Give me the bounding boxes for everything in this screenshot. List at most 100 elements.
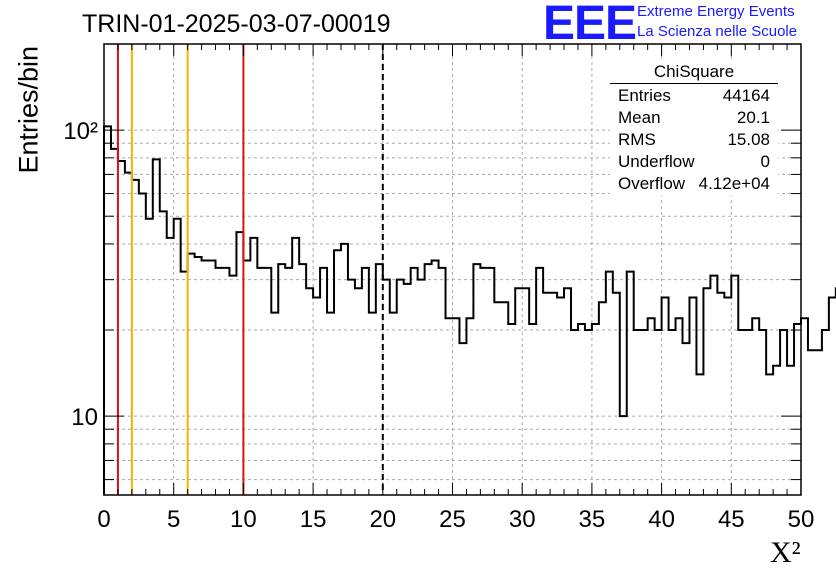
histogram-bin [676, 318, 683, 495]
histogram-bin [446, 318, 453, 495]
histogram-bin [369, 313, 376, 495]
histogram-bin [188, 254, 195, 495]
stats-row: RMS 15.08 [610, 130, 778, 152]
histogram-bin [731, 276, 738, 495]
histogram-bin [522, 288, 529, 495]
x-axis-label: X² [770, 536, 801, 569]
histogram-bin [292, 238, 299, 495]
histogram-bin [655, 330, 662, 495]
histogram-bin [397, 280, 404, 495]
stats-value: 4.12e+04 [698, 174, 770, 193]
histogram-bin [404, 284, 411, 495]
histogram-bin [620, 416, 627, 495]
stats-title: ChiSquare [610, 62, 778, 84]
histogram-step-line [103, 125, 836, 495]
x-tick-label: 35 [579, 506, 606, 533]
histogram-bin [341, 244, 348, 495]
histogram-bin [236, 232, 243, 495]
histogram-bin [599, 302, 606, 495]
histogram-bin [822, 330, 829, 495]
histogram-bin [794, 324, 801, 495]
stats-value: 20.1 [736, 108, 770, 127]
axes-layer [103, 43, 802, 496]
stats-row: Overflow 4.12e+04 [610, 174, 778, 196]
histogram-bin [710, 276, 717, 495]
histogram-bin [536, 268, 543, 495]
histogram-bin [613, 293, 620, 495]
histogram-bin [752, 318, 759, 495]
histogram-bin [348, 280, 355, 495]
histogram-bin [696, 374, 703, 495]
histogram-bin [592, 324, 599, 495]
histogram-bin [494, 302, 501, 495]
histogram-bin [285, 268, 292, 495]
histogram-bin [717, 293, 724, 495]
histogram-bin [216, 268, 223, 495]
histogram-bin [376, 264, 383, 495]
stats-key: Entries [618, 86, 671, 105]
histogram-bin [508, 324, 515, 495]
x-tick-label: 0 [97, 506, 110, 533]
histogram-bin [564, 288, 571, 495]
histogram-bin [132, 180, 139, 495]
histogram-bin [243, 261, 250, 495]
y-axis-label: Entries/bin [13, 45, 44, 174]
stats-key: Underflow [618, 152, 695, 171]
histogram-bin [383, 280, 390, 495]
stats-row: Entries 44164 [610, 86, 778, 108]
histogram-bin [669, 330, 676, 495]
histogram-bin [487, 268, 494, 495]
histogram-bin [480, 268, 487, 495]
histogram-bin [550, 293, 557, 495]
histogram-bin [174, 219, 181, 495]
y-tick-label: 10 [71, 404, 98, 431]
histogram-bin [334, 250, 341, 495]
histogram-bin [801, 318, 808, 495]
histogram-bin [411, 268, 418, 495]
histogram-bin [453, 318, 460, 495]
histogram-bin [250, 238, 257, 495]
histogram-bin [529, 324, 536, 495]
histogram-bin [703, 288, 710, 495]
histogram-bin [104, 126, 111, 495]
stats-value: 15.08 [727, 130, 770, 149]
histogram-bin [327, 313, 334, 495]
histogram-bin [627, 272, 634, 495]
histogram-bin [271, 313, 278, 495]
histogram-bin [264, 268, 271, 495]
histogram-bin [578, 324, 585, 495]
histogram-bin [557, 297, 564, 495]
x-tick-label: 10 [230, 506, 257, 533]
stats-key: Mean [618, 108, 661, 127]
logo-tagline-1: Extreme Energy Events [637, 3, 795, 20]
histogram-bin [606, 272, 613, 495]
histogram-bin [425, 264, 432, 495]
histogram-bin [766, 374, 773, 495]
histogram-bin [829, 297, 836, 495]
histogram-bin [146, 219, 153, 495]
histogram-bin [662, 297, 669, 495]
histogram-bin [473, 264, 480, 495]
histogram-bin [648, 318, 655, 495]
histogram-bin [139, 194, 146, 495]
histogram-bin [466, 318, 473, 495]
histogram-bin [257, 268, 264, 495]
plot-title: TRIN-01-2025-03-07-00019 [82, 10, 391, 38]
stats-value: 44164 [722, 86, 770, 105]
x-tick-label: 25 [439, 506, 466, 533]
x-tick-label: 20 [369, 506, 396, 533]
histogram-bin [738, 330, 745, 495]
histogram-bin [320, 268, 327, 495]
histogram-bin [780, 330, 787, 495]
histogram-bin [501, 302, 508, 495]
tick-labels-layer: 0 5 10 15 20 25 30 35 40 45 50 10 10² [63, 118, 814, 533]
histogram-bin [571, 330, 578, 495]
histogram-layer [103, 125, 836, 495]
histogram-bin [459, 343, 466, 495]
histogram-bin [362, 268, 369, 495]
histogram-bin [787, 366, 794, 495]
histogram-bin [160, 211, 167, 495]
histogram-bin [418, 280, 425, 495]
histogram-bin [118, 161, 125, 495]
